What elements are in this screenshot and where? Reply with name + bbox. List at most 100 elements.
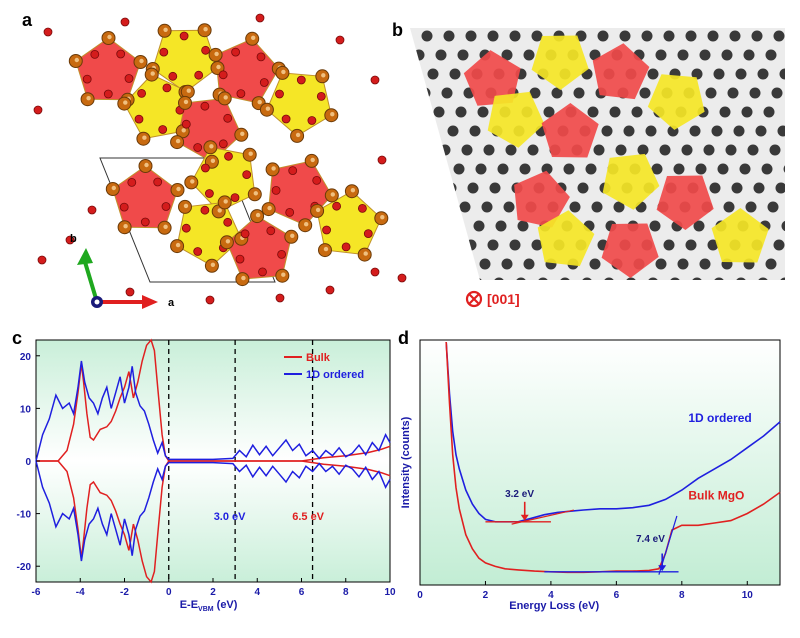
atom-column — [429, 220, 441, 232]
atom-column — [439, 144, 451, 156]
dos-x-axis-label: E-EVBM (eV) — [180, 599, 238, 613]
x-tick-label: -6 — [32, 587, 41, 598]
oxygen-atom — [200, 163, 210, 173]
y-tick-label: 0 — [25, 457, 31, 468]
oxygen-atom — [181, 119, 191, 129]
atom-column — [527, 144, 539, 156]
x-tick-label: 2 — [210, 587, 216, 598]
atom-column — [699, 49, 711, 61]
atom-column — [765, 49, 777, 61]
legend-bulk: Bulk — [306, 352, 331, 364]
atom-column — [505, 144, 517, 156]
atom-column — [509, 30, 521, 42]
atom-column — [623, 125, 635, 137]
oxygen-atom — [82, 74, 92, 84]
atom-column — [786, 107, 797, 118]
atom-column — [781, 220, 785, 232]
dos-series — [35, 338, 391, 584]
oxygen-atom — [181, 223, 191, 233]
panel-label-d: d — [398, 328, 409, 348]
oxygen-atom — [201, 45, 211, 55]
pentagon-overlay — [463, 35, 769, 278]
atom-column — [419, 87, 431, 99]
overlay-pentagon — [647, 74, 705, 130]
atom-column — [713, 68, 725, 80]
atom-column — [523, 258, 535, 270]
atom-column — [455, 106, 467, 118]
atom-column — [735, 68, 747, 80]
atom-column — [410, 220, 419, 232]
atom-column — [645, 125, 657, 137]
atom-column — [495, 220, 507, 232]
oxygen-atom — [90, 50, 100, 59]
atom-column — [461, 144, 473, 156]
atom-column — [441, 87, 453, 99]
atom-column — [663, 239, 675, 251]
oxygen-atom — [231, 47, 241, 57]
atom-column — [410, 163, 421, 175]
atom-column — [573, 87, 585, 99]
atom-column — [751, 30, 763, 42]
atom-column — [757, 68, 769, 80]
atom-column — [747, 144, 759, 156]
atom-column — [551, 87, 563, 99]
atom-column — [517, 220, 529, 232]
atom-column — [415, 201, 427, 213]
oxygen-atom — [223, 113, 233, 123]
atom-column — [788, 259, 799, 270]
axis-label-b: b — [70, 233, 77, 245]
eels-onset-markers — [485, 501, 679, 575]
oxygen-atom — [271, 185, 281, 195]
oxygen-atom — [65, 235, 75, 245]
atom-column — [405, 145, 407, 156]
oxygen-atom — [193, 247, 203, 256]
atom-column — [711, 125, 723, 137]
atom-column — [655, 49, 667, 61]
axis-label-a: a — [168, 297, 175, 309]
atom-column — [741, 106, 753, 118]
eels-axes: 0 2 4 6 8 10 — [417, 581, 753, 601]
oxygen-atom — [205, 295, 215, 305]
x-tick-label: 6 — [614, 590, 620, 601]
oxygen-atom — [103, 89, 113, 99]
atom-column — [685, 30, 697, 42]
atom-column — [659, 144, 671, 156]
overlay-pentagon — [541, 103, 599, 158]
atom-column — [423, 182, 435, 194]
atom-column — [677, 49, 689, 61]
annotation-3-2-ev: 3.2 eV — [505, 489, 534, 500]
atom-column — [699, 258, 711, 270]
atom-column — [531, 30, 543, 42]
atom-column — [529, 87, 541, 99]
oxygen-atom — [322, 225, 332, 235]
atom-column — [453, 163, 465, 175]
atom-column — [473, 220, 485, 232]
atom-column — [739, 163, 751, 175]
annotation-6-5-ev: 6.5 eV — [292, 511, 324, 523]
zone-axis-indicator: [001] — [465, 290, 520, 308]
oxygen-atom — [266, 226, 276, 236]
oxygen-atom — [37, 255, 47, 265]
oxygen-atom — [258, 267, 267, 277]
oxygen-atom — [377, 155, 387, 165]
panel-label-a: a — [22, 10, 33, 30]
atom-column — [745, 201, 757, 213]
atom-column — [585, 163, 597, 175]
atom-column — [601, 125, 613, 137]
overlay-pentagon — [592, 43, 650, 100]
oxygen-atom — [316, 92, 326, 101]
atom-column — [465, 239, 477, 251]
y-tick-label: -10 — [17, 510, 32, 521]
oxygen-atom — [125, 287, 135, 297]
oxygen-atom — [275, 89, 284, 99]
atom-column — [796, 31, 800, 42]
oxygen-atom — [124, 74, 134, 83]
oxygen-atom — [140, 217, 150, 227]
oxygen-atom — [158, 125, 168, 134]
y-tick-label: -20 — [17, 562, 32, 573]
oxygen-atom — [281, 114, 291, 124]
oxygen-atom — [200, 101, 210, 111]
eels-chart: 0 2 4 6 8 10 1D ordered Bulk MgO 3.2 eV 7.4 e… — [400, 339, 781, 612]
atom-column — [449, 277, 461, 280]
atom-column — [410, 182, 413, 194]
